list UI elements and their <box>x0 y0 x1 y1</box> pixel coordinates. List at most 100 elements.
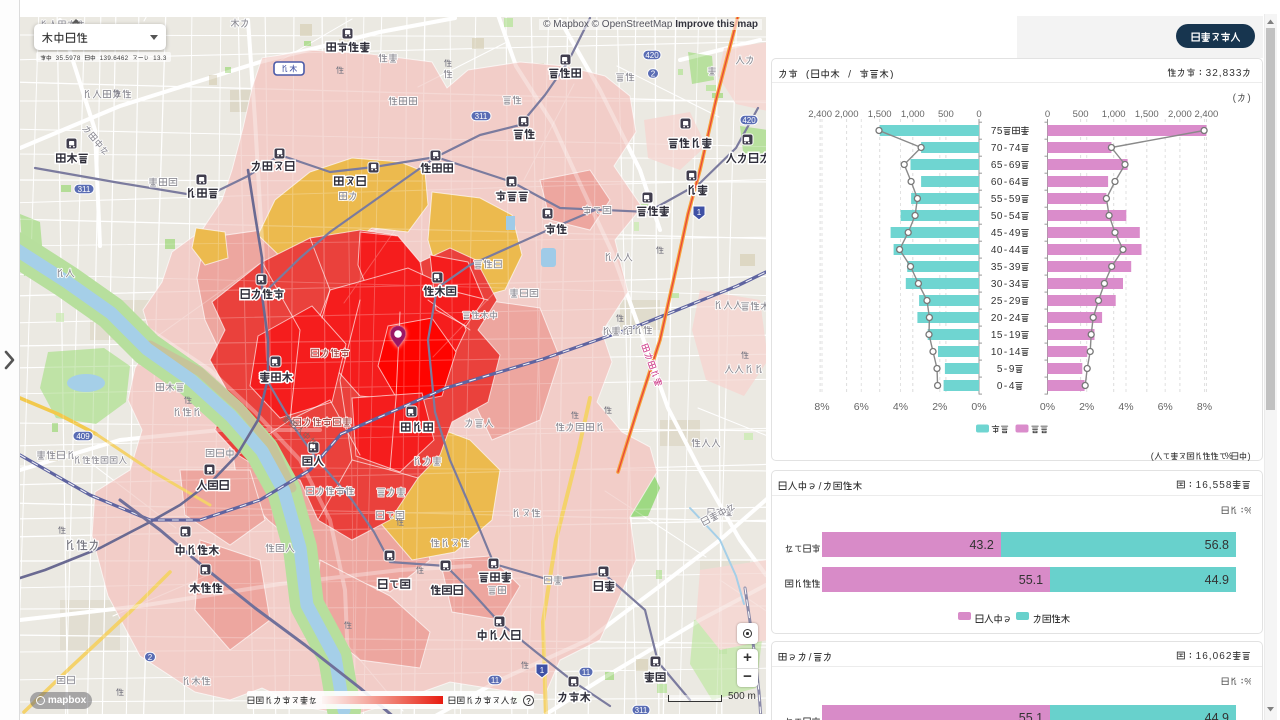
svg-text:6: 6 <box>991 160 997 171</box>
svg-text:6: 6 <box>121 54 125 60</box>
svg-text:5: 5 <box>65 54 69 60</box>
svg-text:5: 5 <box>1213 480 1219 490</box>
svg-text:5: 5 <box>997 364 1003 375</box>
svg-text:0: 0 <box>976 109 981 120</box>
svg-text:8: 8 <box>1226 480 1232 490</box>
svg-text:2,000: 2,000 <box>1168 109 1192 120</box>
svg-text:,: , <box>1209 651 1212 661</box>
svg-text:9: 9 <box>1015 228 1021 239</box>
svg-text:0: 0 <box>997 313 1003 324</box>
svg-text:5: 5 <box>59 54 63 60</box>
svg-text:0%: 0% <box>1040 401 1055 413</box>
svg-text:9: 9 <box>107 54 111 60</box>
svg-text:5: 5 <box>997 194 1003 205</box>
svg-text:4: 4 <box>1015 143 1021 154</box>
svg-text:-: - <box>1004 211 1007 222</box>
svg-text:%: % <box>1244 505 1251 515</box>
svg-text:.: . <box>63 54 65 60</box>
svg-text:6: 6 <box>1009 177 1015 188</box>
svg-text:2: 2 <box>651 69 656 78</box>
svg-text:2: 2 <box>1009 313 1015 324</box>
svg-text:-: - <box>1004 228 1007 239</box>
svg-text:1: 1 <box>153 54 157 60</box>
svg-text:1: 1 <box>1009 347 1015 358</box>
svg-text:2: 2 <box>1009 296 1015 307</box>
svg-text:9: 9 <box>1015 330 1021 341</box>
svg-text:4: 4 <box>1015 245 1021 256</box>
svg-text:4: 4 <box>1009 228 1015 239</box>
svg-text:5: 5 <box>1219 480 1225 490</box>
svg-text:7: 7 <box>1009 143 1015 154</box>
svg-text:): ) <box>890 68 894 79</box>
svg-text:3: 3 <box>1206 68 1212 78</box>
svg-text:3: 3 <box>1009 262 1015 273</box>
svg-text:(: ( <box>1151 451 1154 461</box>
svg-text:-: - <box>1004 381 1007 392</box>
svg-text:311: 311 <box>78 185 91 194</box>
svg-text:2: 2 <box>1212 68 1218 78</box>
svg-text:9: 9 <box>1015 160 1021 171</box>
svg-text:4: 4 <box>1015 313 1021 324</box>
svg-text:1: 1 <box>697 208 702 217</box>
svg-text:3: 3 <box>103 54 107 60</box>
svg-text:2%: 2% <box>1079 401 1094 413</box>
svg-text:2,400: 2,400 <box>808 109 832 120</box>
svg-text:0: 0 <box>997 143 1003 154</box>
svg-text:5: 5 <box>997 330 1003 341</box>
svg-text:1: 1 <box>991 330 997 341</box>
svg-text:5: 5 <box>997 228 1003 239</box>
svg-text:5: 5 <box>1009 211 1015 222</box>
svg-text:6: 6 <box>1009 160 1015 171</box>
svg-text:11: 11 <box>491 676 500 685</box>
svg-text:4%: 4% <box>1118 401 1133 413</box>
svg-text:-: - <box>1004 330 1007 341</box>
svg-text:8: 8 <box>1223 68 1229 78</box>
svg-text:7: 7 <box>73 54 77 60</box>
svg-text:(: ( <box>806 68 810 79</box>
svg-text:5: 5 <box>997 262 1003 273</box>
svg-text:-: - <box>1004 296 1007 307</box>
svg-text:5: 5 <box>997 126 1003 137</box>
svg-text:4: 4 <box>1009 381 1015 392</box>
svg-text:0: 0 <box>1045 109 1050 120</box>
svg-text:1,000: 1,000 <box>1102 109 1126 120</box>
svg-text:,: , <box>1209 480 1212 490</box>
svg-text:4: 4 <box>1015 347 1021 358</box>
svg-text:11: 11 <box>582 668 591 677</box>
svg-text:2%: 2% <box>932 401 947 413</box>
svg-text:9: 9 <box>1015 262 1021 273</box>
svg-text:9: 9 <box>1015 296 1021 307</box>
svg-text:4: 4 <box>1015 177 1021 188</box>
svg-text:6: 6 <box>1219 651 1225 661</box>
svg-text:8%: 8% <box>1197 401 1212 413</box>
svg-text:0%: 0% <box>971 401 986 413</box>
svg-text:-: - <box>1004 364 1007 375</box>
svg-text:3: 3 <box>1229 68 1235 78</box>
svg-text:3: 3 <box>991 279 997 290</box>
svg-text:-: - <box>1004 160 1007 171</box>
svg-text:1,500: 1,500 <box>1135 109 1159 120</box>
svg-text:,: , <box>1219 68 1222 78</box>
svg-text:1: 1 <box>100 54 104 60</box>
svg-text:7: 7 <box>991 143 997 154</box>
svg-text:(: ( <box>1233 93 1237 103</box>
svg-text:2: 2 <box>125 54 129 60</box>
svg-text:2: 2 <box>148 653 153 662</box>
svg-text:%: % <box>1244 676 1251 686</box>
svg-text:-: - <box>1004 143 1007 154</box>
svg-text:9: 9 <box>1009 364 1015 375</box>
svg-text:0: 0 <box>997 347 1003 358</box>
svg-text:2: 2 <box>991 296 997 307</box>
svg-text:/: / <box>809 651 812 662</box>
svg-text:8: 8 <box>77 54 81 60</box>
svg-text:1: 1 <box>1196 480 1202 490</box>
svg-text:2: 2 <box>1226 651 1232 661</box>
svg-text:420: 420 <box>645 51 659 60</box>
svg-text:5: 5 <box>991 211 997 222</box>
svg-text:5: 5 <box>991 194 997 205</box>
svg-text:3: 3 <box>163 54 167 60</box>
svg-text:/: / <box>819 480 822 491</box>
svg-text:6: 6 <box>1202 480 1208 490</box>
svg-text:2,000: 2,000 <box>835 109 859 120</box>
svg-text:): ) <box>1248 451 1251 461</box>
